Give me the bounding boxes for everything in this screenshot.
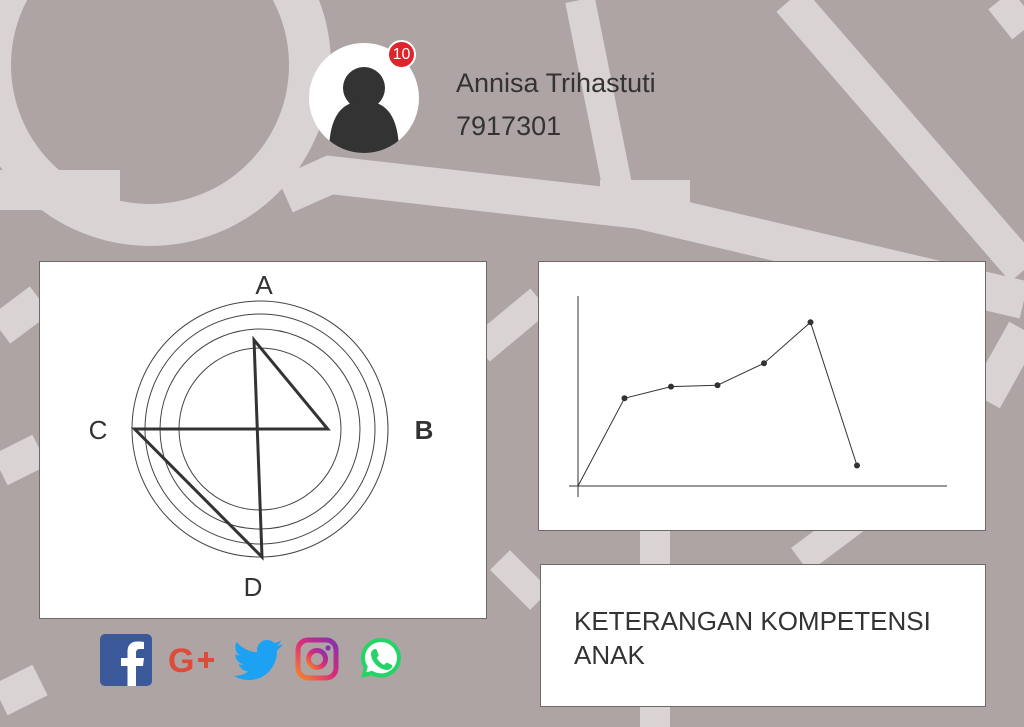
user-silhouette-icon <box>329 67 399 153</box>
svg-text:G: G <box>168 642 194 680</box>
facebook-icon[interactable] <box>100 634 152 686</box>
twitter-icon[interactable] <box>235 638 285 682</box>
profile-id: 7917301 <box>456 111 562 141</box>
line-point <box>621 395 628 402</box>
radar-chart: A B C D <box>89 270 434 602</box>
profile-name: Annisa Trihastuti <box>456 68 656 98</box>
line-point <box>761 360 767 367</box>
line-point <box>714 382 721 389</box>
line-points <box>621 319 860 469</box>
line-chart-panel <box>538 261 986 531</box>
line-series <box>577 321 858 487</box>
radar-chart-panel: A B C D <box>39 261 487 619</box>
instagram-icon[interactable] <box>295 637 339 681</box>
line-point <box>807 319 814 326</box>
line-chart <box>569 296 947 497</box>
radar-polygon <box>130 335 331 561</box>
radar-axis-label-d: D <box>244 572 263 602</box>
notification-badge[interactable]: 10 <box>387 40 416 69</box>
radar-axis-label-b: B <box>415 415 434 445</box>
line-point <box>668 383 674 390</box>
whatsapp-icon[interactable] <box>358 635 404 681</box>
description-text: KETERANGAN KOMPETENSI ANAK <box>574 606 931 670</box>
radar-axis-label-a: A <box>255 270 273 300</box>
google-plus-icon[interactable]: G <box>168 640 224 680</box>
radar-axis-label-c: C <box>89 415 108 445</box>
description-panel: KETERANGAN KOMPETENSI ANAK <box>540 564 986 707</box>
line-point <box>854 462 860 469</box>
